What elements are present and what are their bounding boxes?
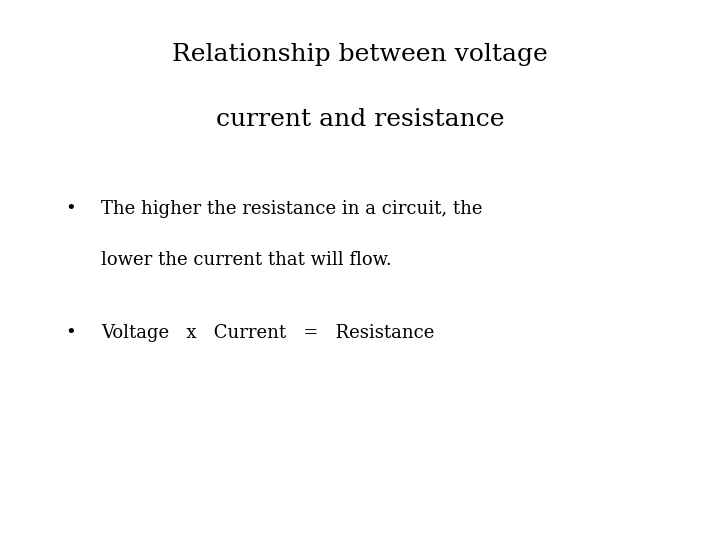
Text: current and resistance: current and resistance [216,108,504,131]
Text: •: • [65,324,76,342]
Text: Voltage   x   Current   =   Resistance: Voltage x Current = Resistance [101,324,434,342]
Text: Relationship between voltage: Relationship between voltage [172,43,548,66]
Text: The higher the resistance in a circuit, the: The higher the resistance in a circuit, … [101,200,482,218]
Text: •: • [65,200,76,218]
Text: lower the current that will flow.: lower the current that will flow. [101,251,392,269]
